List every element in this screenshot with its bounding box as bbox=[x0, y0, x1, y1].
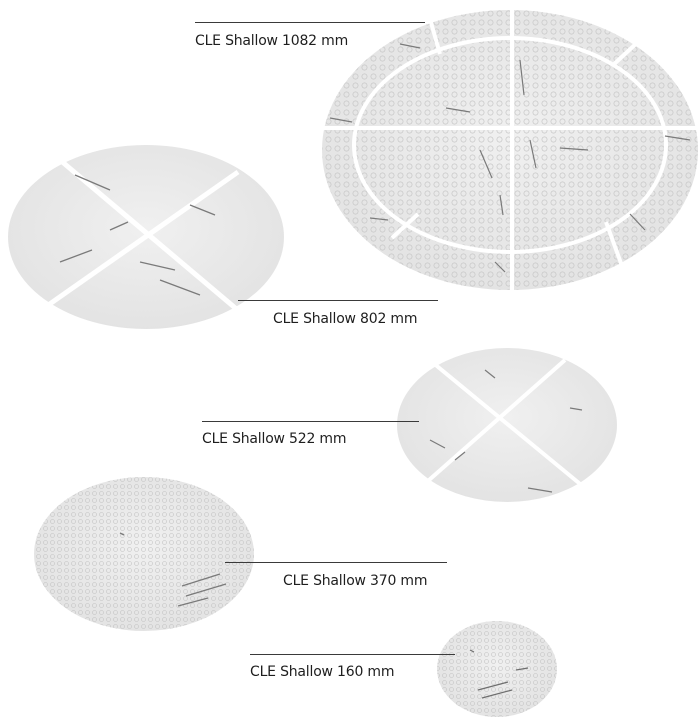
plate-370mm bbox=[34, 477, 254, 631]
label-cle-shallow-802: CLE Shallow 802 mm bbox=[273, 311, 418, 327]
label-cle-shallow-1082: CLE Shallow 1082 mm bbox=[195, 33, 349, 49]
callout-line-1082 bbox=[195, 22, 425, 23]
label-cle-shallow-160: CLE Shallow 160 mm bbox=[250, 664, 395, 680]
label-cle-shallow-370: CLE Shallow 370 mm bbox=[283, 573, 428, 589]
plate-522mm bbox=[397, 348, 617, 502]
callout-line-370 bbox=[225, 562, 447, 563]
plate-160mm bbox=[437, 621, 557, 717]
label-cle-shallow-522: CLE Shallow 522 mm bbox=[202, 431, 347, 447]
callout-line-160 bbox=[250, 654, 455, 655]
plate-1082mm bbox=[320, 10, 700, 290]
plate-802mm bbox=[8, 145, 284, 329]
callout-line-802 bbox=[238, 300, 438, 301]
callout-line-522 bbox=[202, 421, 419, 422]
